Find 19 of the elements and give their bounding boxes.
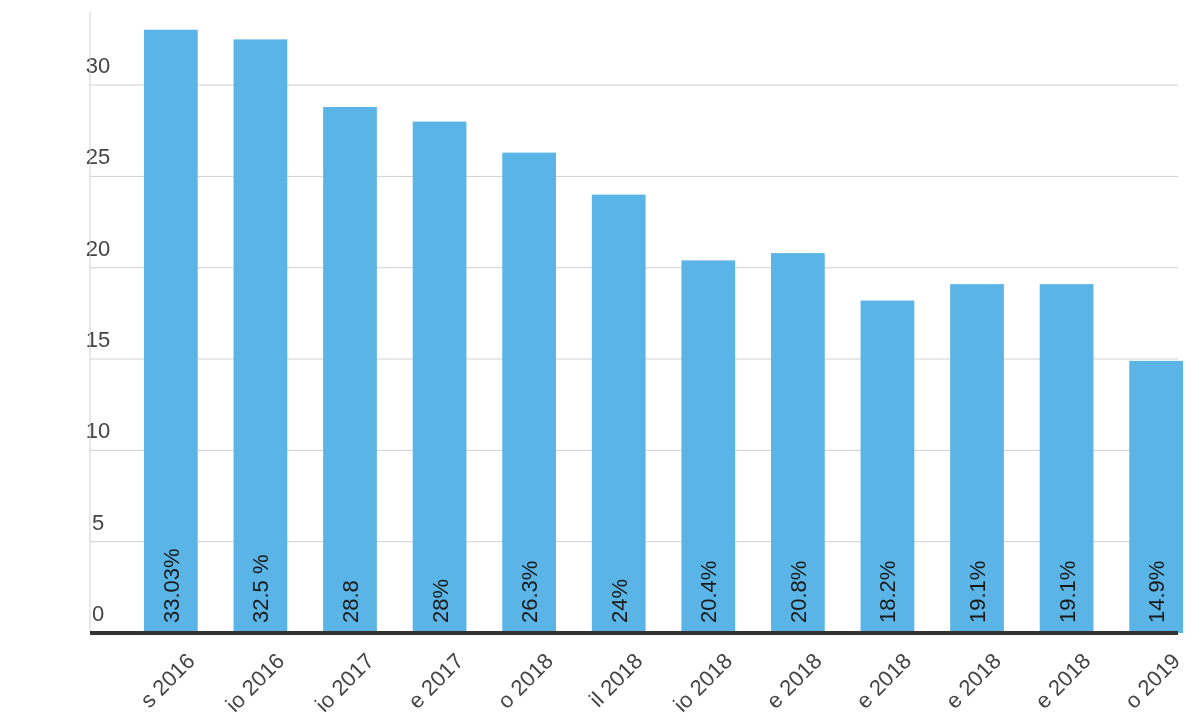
data-label: 20.8% [785,560,811,623]
y-tick-label: 0 [91,601,105,626]
data-label: 19.1% [965,560,991,623]
y-tick-label: 15 [85,327,111,353]
y-tick-label: 20 [85,235,111,261]
data-label: 20.4% [696,560,722,623]
data-label: 28.8 [337,580,363,623]
y-tick-label: 25 [85,144,111,170]
y-tick-label: 10 [85,418,111,444]
data-label: 28% [427,578,453,623]
y-tick-label: 5 [91,509,105,535]
data-label: 26.3% [517,560,543,623]
data-label: 18.2% [875,560,901,623]
y-tick-label: 30 [85,53,111,79]
data-label: 24% [606,578,632,623]
data-label: 33.03% [158,548,184,623]
data-label: 19.1% [1054,560,1080,623]
data-label: 14.9% [1144,560,1170,623]
data-label: 32.5 % [248,554,274,623]
